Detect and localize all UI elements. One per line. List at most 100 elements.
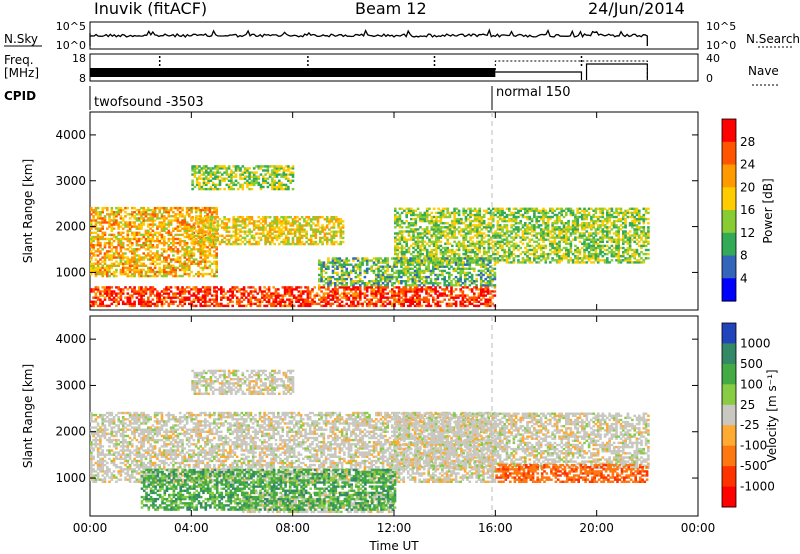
- echo-cell: [565, 240, 568, 243]
- echo-cell: [160, 304, 164, 308]
- echo-cell: [363, 286, 367, 289]
- echo-cell: [533, 234, 536, 237]
- echo-cell: [441, 288, 444, 291]
- echo-cell: [537, 246, 541, 250]
- echo-cell: [223, 240, 226, 244]
- echo-cell: [325, 226, 329, 229]
- echo-cell: [549, 252, 552, 256]
- echo-cell: [606, 215, 609, 219]
- echo-cell: [391, 288, 394, 291]
- echo-cell: [101, 227, 104, 230]
- echo-cell: [108, 304, 111, 308]
- echo-cell: [147, 296, 150, 299]
- echo-cell: [517, 215, 520, 219]
- echo-cell: [565, 234, 568, 237]
- echo-cell: [565, 236, 568, 239]
- echo-cell: [135, 227, 139, 230]
- echo-cell: [194, 288, 198, 291]
- echo-cell: [267, 290, 271, 293]
- echo-cell: [381, 288, 385, 291]
- echo-cell: [204, 256, 207, 259]
- echo-cell: [349, 302, 353, 306]
- echo-cell: [257, 181, 261, 185]
- echo-cell: [453, 232, 456, 235]
- echo-cell: [626, 238, 630, 241]
- echo-cell: [489, 236, 493, 239]
- echo-cell: [266, 181, 270, 185]
- echo-cell: [246, 216, 249, 219]
- echo-cell: [498, 215, 502, 219]
- echo-cell: [400, 236, 404, 239]
- echo-cell: [149, 300, 152, 303]
- echo-cell: [281, 296, 285, 299]
- echo-cell: [409, 296, 412, 299]
- echo-cell: [121, 244, 125, 247]
- echo-cell: [278, 242, 281, 246]
- echo-cell: [274, 294, 278, 297]
- echo-cell: [291, 222, 295, 225]
- echo-cell: [197, 272, 200, 276]
- echo-cell: [574, 261, 577, 264]
- echo-cell: [227, 167, 231, 170]
- echo-cell: [631, 261, 634, 264]
- echo-cell: [585, 261, 589, 264]
- echo-cell: [450, 286, 453, 289]
- echo-cell: [469, 242, 472, 245]
- echo-cell: [300, 226, 304, 229]
- echo-cell: [469, 207, 472, 210]
- echo-cell: [133, 221, 136, 224]
- echo-cell: [165, 211, 168, 214]
- echo-cell: [324, 304, 328, 308]
- echo-cell: [473, 286, 476, 289]
- echo-cell: [156, 246, 159, 249]
- echo-cell: [131, 288, 134, 291]
- echo-cell: [339, 230, 343, 233]
- echo-cell: [90, 206, 93, 210]
- echo-cell: [325, 240, 329, 244]
- echo-cell: [467, 232, 470, 235]
- echo-cell: [218, 242, 222, 246]
- echo-cell: [240, 300, 244, 303]
- echo-cell: [471, 230, 475, 233]
- echo-cell: [178, 225, 182, 228]
- echo-cell: [601, 240, 605, 243]
- echo-cell: [288, 292, 291, 295]
- echo-cell: [407, 224, 411, 227]
- echo-cell: [297, 304, 301, 308]
- echo-cell: [587, 242, 591, 245]
- echo-cell: [101, 290, 104, 293]
- echo-cell: [457, 242, 461, 245]
- echo-cell: [336, 292, 339, 295]
- echo-cell: [251, 290, 255, 293]
- echo-cell: [549, 207, 552, 210]
- echo-cell: [610, 252, 614, 256]
- echo-cell: [117, 208, 120, 212]
- echo-cell: [555, 250, 559, 254]
- echo-cell: [567, 226, 570, 229]
- echo-cell: [215, 266, 218, 270]
- echo-cell: [558, 211, 561, 215]
- echo-cell: [365, 304, 369, 308]
- echo-cell: [151, 292, 155, 295]
- echo-cell: [209, 167, 213, 170]
- echo-cell: [405, 240, 408, 243]
- echo-cell: [419, 240, 422, 243]
- echo-cell: [601, 255, 605, 258]
- echo-cell: [606, 252, 609, 256]
- echo-cell: [479, 290, 483, 293]
- echo-cell: [241, 171, 245, 174]
- echo-cell: [467, 213, 470, 217]
- echo-cell: [487, 240, 491, 243]
- echo-cell: [282, 216, 286, 219]
- echo-cell: [455, 211, 459, 215]
- nsky-tick-bottom: 10^0: [56, 39, 86, 52]
- echo-cell: [158, 292, 161, 295]
- echo-cell: [314, 230, 318, 233]
- echo-cell: [489, 290, 492, 293]
- echo-cell: [462, 238, 465, 241]
- echo-cell: [225, 222, 229, 225]
- echo-cell: [592, 238, 595, 241]
- echo-cell: [249, 296, 253, 299]
- echo-cell: [172, 302, 175, 306]
- echo-cell: [239, 216, 242, 219]
